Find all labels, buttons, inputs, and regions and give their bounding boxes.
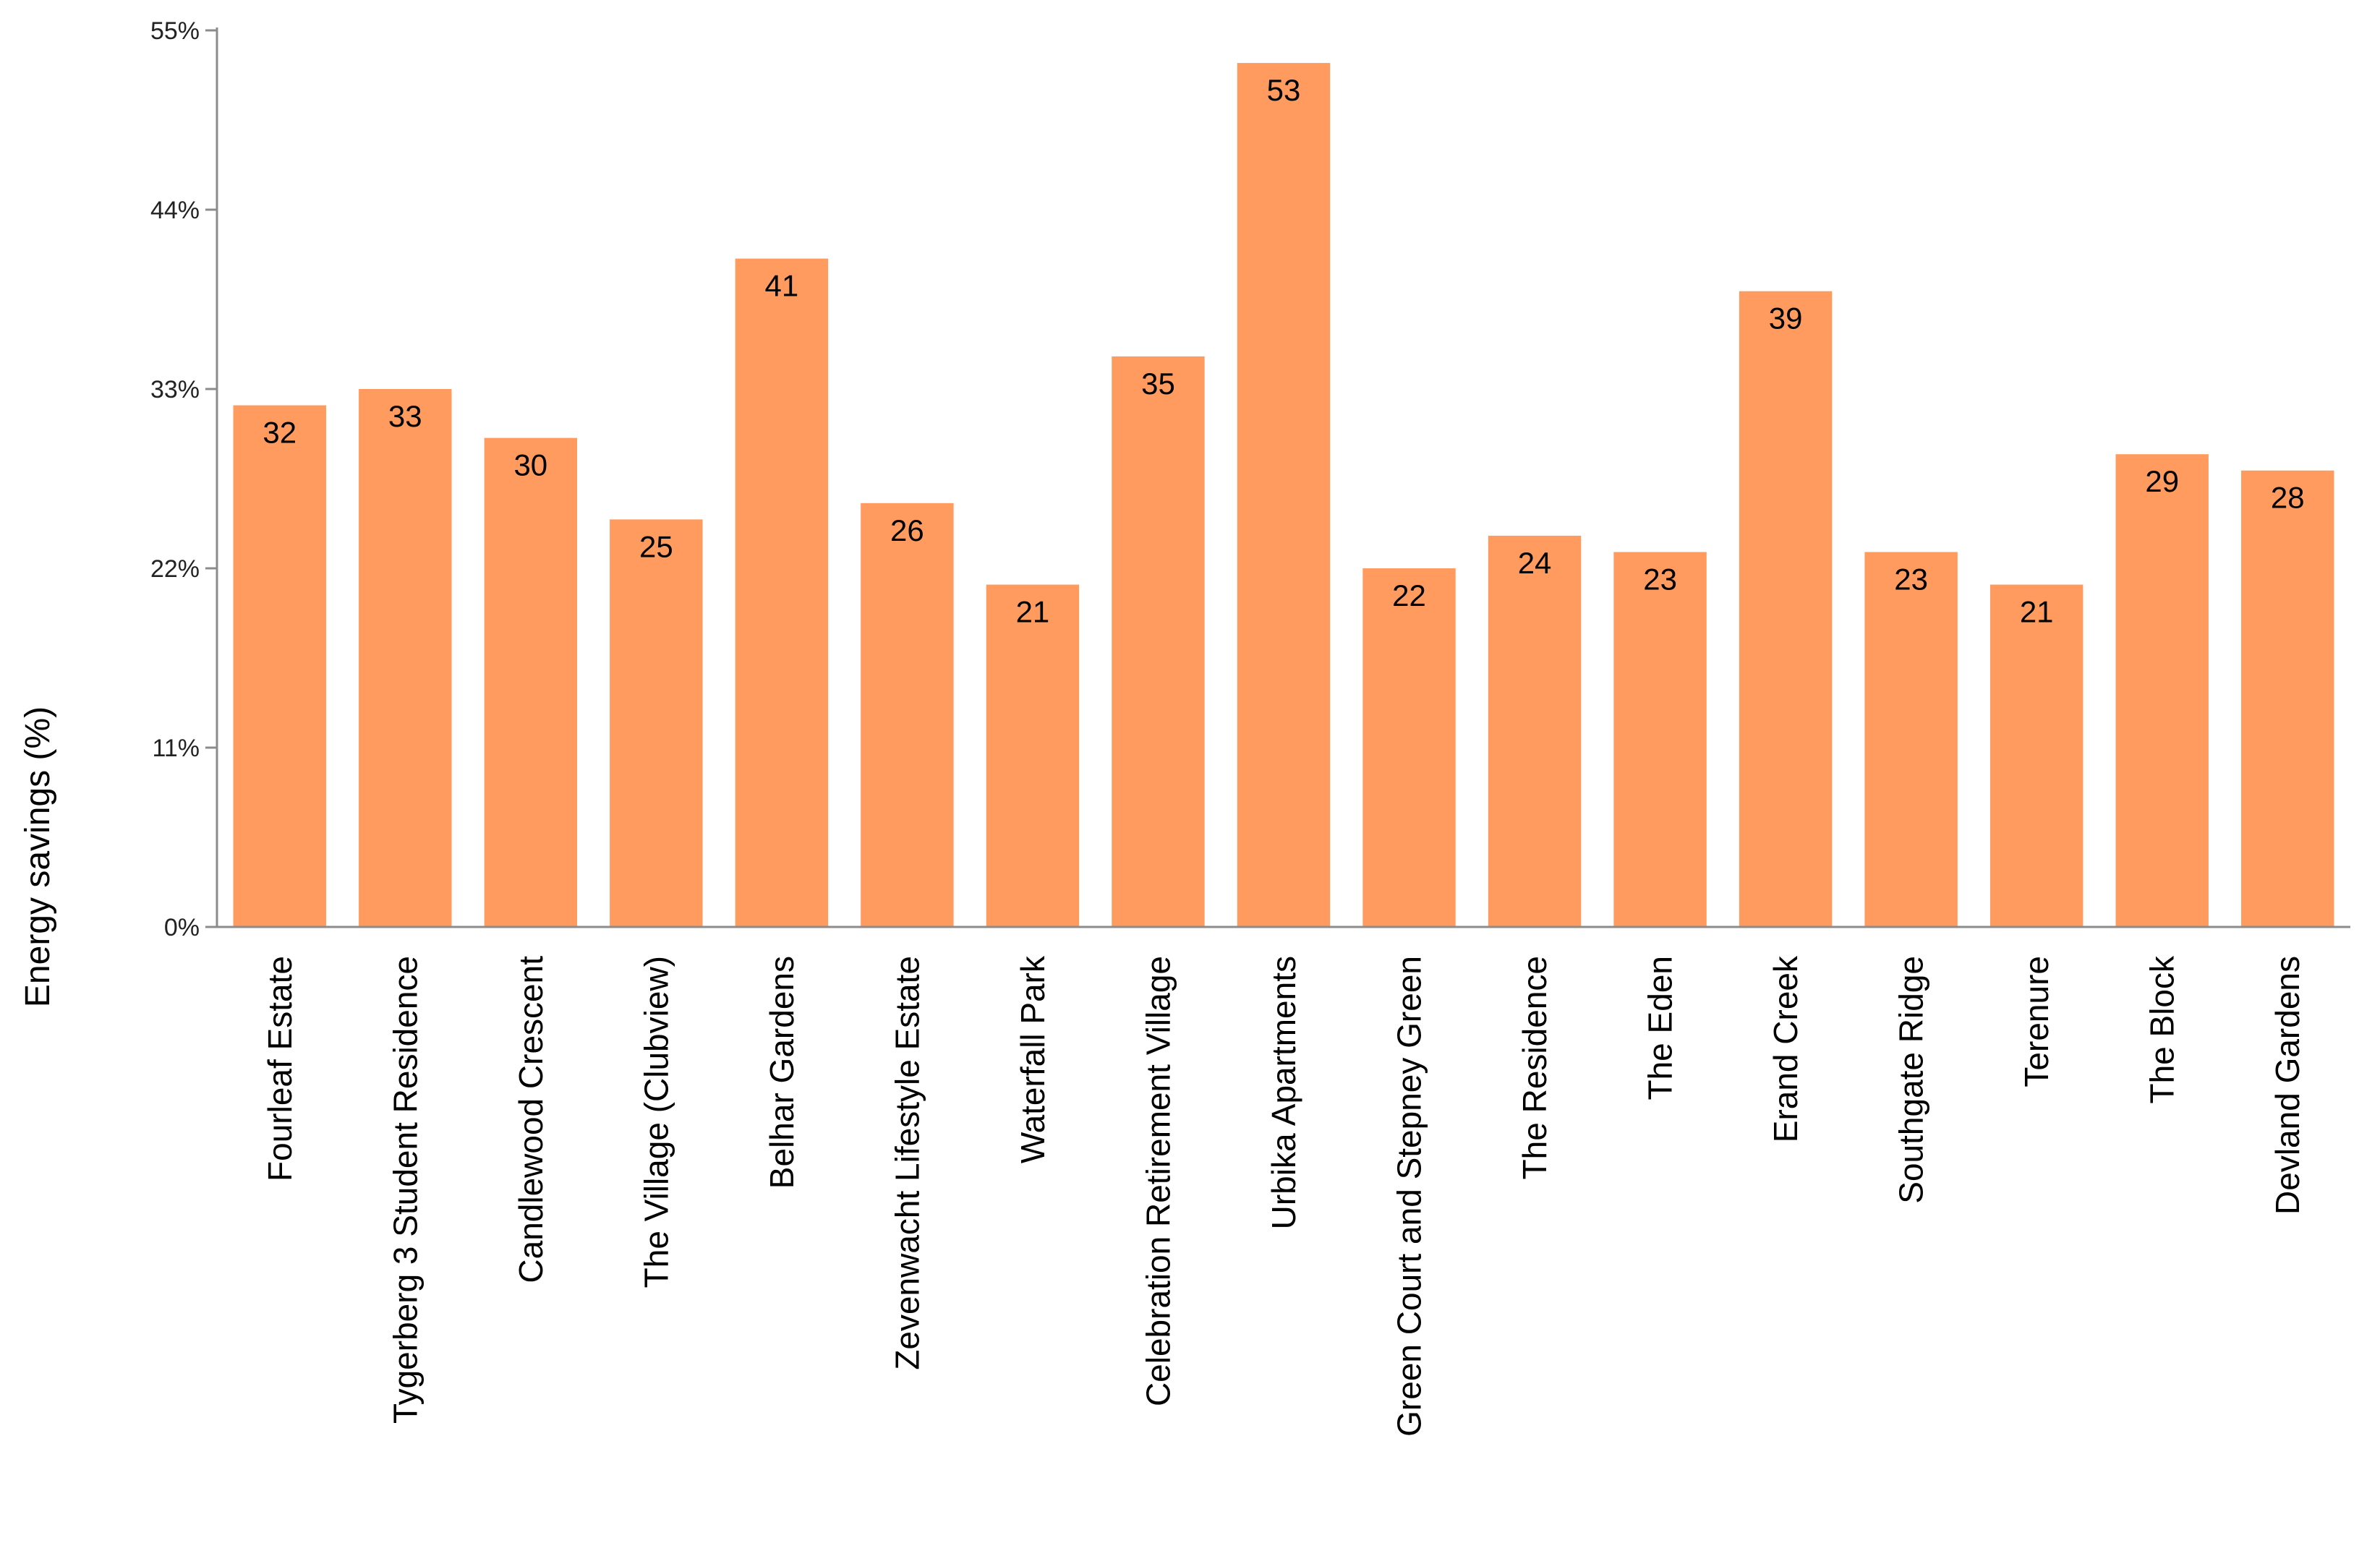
- y-axis-ticks: 0% 11% 22% 33% 44% 55%: [150, 17, 217, 941]
- bar: [484, 437, 578, 927]
- data-label: 41: [765, 269, 799, 303]
- x-tick-label: Celebration Retirement Village: [1139, 956, 1177, 1406]
- x-tick-label: Fourleaf Estate: [261, 956, 299, 1181]
- data-label: 21: [2020, 595, 2054, 629]
- data-label: 39: [1769, 302, 1803, 335]
- x-tick-label: Devland Gardens: [2269, 956, 2306, 1215]
- data-label: 33: [388, 399, 422, 433]
- x-tick-label: Urbika Apartments: [1265, 956, 1302, 1229]
- data-label: 32: [263, 416, 297, 450]
- bar: [1989, 584, 2083, 927]
- bar: [861, 503, 954, 927]
- x-tick-label: Terenure: [2018, 956, 2055, 1087]
- data-label: 24: [1518, 546, 1552, 580]
- y-tick-label: 44%: [150, 197, 200, 224]
- x-tick-label: Belhar Gardens: [763, 956, 801, 1189]
- x-tick-label: Southgate Ridge: [1893, 956, 1930, 1204]
- x-tick-label: Green Court and Stepney Green: [1391, 956, 1428, 1437]
- x-tick-label: The Block: [2144, 955, 2181, 1104]
- data-label: 23: [1894, 562, 1928, 596]
- data-label: 23: [1643, 562, 1677, 596]
- bar: [1739, 291, 1833, 927]
- bar: [359, 389, 452, 927]
- bars-layer: [233, 63, 2334, 928]
- bar: [2241, 470, 2334, 927]
- bar: [2115, 454, 2209, 927]
- bar: [610, 519, 703, 927]
- bar: [1237, 63, 1331, 927]
- x-tick-label: Candlewood Crescent: [512, 956, 550, 1283]
- bar: [1112, 356, 1205, 928]
- y-tick-label: 55%: [150, 17, 200, 45]
- y-tick-label: 22%: [150, 555, 200, 583]
- data-label: 21: [1016, 595, 1050, 629]
- y-axis-title: Energy savings (%): [19, 706, 57, 1007]
- data-label: 22: [1392, 578, 1426, 612]
- y-tick-label: 33%: [150, 376, 200, 403]
- x-tick-label: The Eden: [1642, 956, 1679, 1100]
- data-label: 30: [513, 448, 547, 482]
- bar: [1488, 535, 1582, 927]
- data-label: 53: [1267, 73, 1301, 107]
- data-label: 29: [2145, 464, 2179, 498]
- data-labels: 32 33 30 25 41 26 21 35 53 22 24 23 39 23 21 29 28: [263, 73, 2304, 628]
- x-tick-label: The Residence: [1516, 956, 1553, 1179]
- bar: [1613, 552, 1707, 927]
- y-tick-label: 11%: [152, 735, 200, 762]
- data-label: 35: [1141, 367, 1175, 401]
- data-label: 28: [2271, 481, 2305, 515]
- x-tick-label: Erand Creek: [1767, 955, 1804, 1142]
- data-label: 25: [639, 529, 673, 563]
- bar: [735, 258, 829, 927]
- bar: [233, 405, 326, 927]
- x-axis-tick-labels: Fourleaf Estate Tygerberg 3 Student Resid…: [261, 955, 2306, 1437]
- x-tick-label: Waterfall Park: [1014, 955, 1052, 1163]
- x-tick-label: Tygerberg 3 Student Residence: [386, 956, 424, 1424]
- bar: [986, 584, 1080, 927]
- axes-layer: [207, 27, 2350, 928]
- bar: [1864, 552, 1958, 927]
- x-tick-label: Zevenwacht Lifestyle Estate: [888, 956, 926, 1370]
- data-label: 26: [890, 513, 924, 547]
- x-tick-label: The Village (Clubview): [637, 956, 675, 1288]
- bar: [1362, 568, 1456, 927]
- y-tick-label: 0%: [164, 914, 200, 941]
